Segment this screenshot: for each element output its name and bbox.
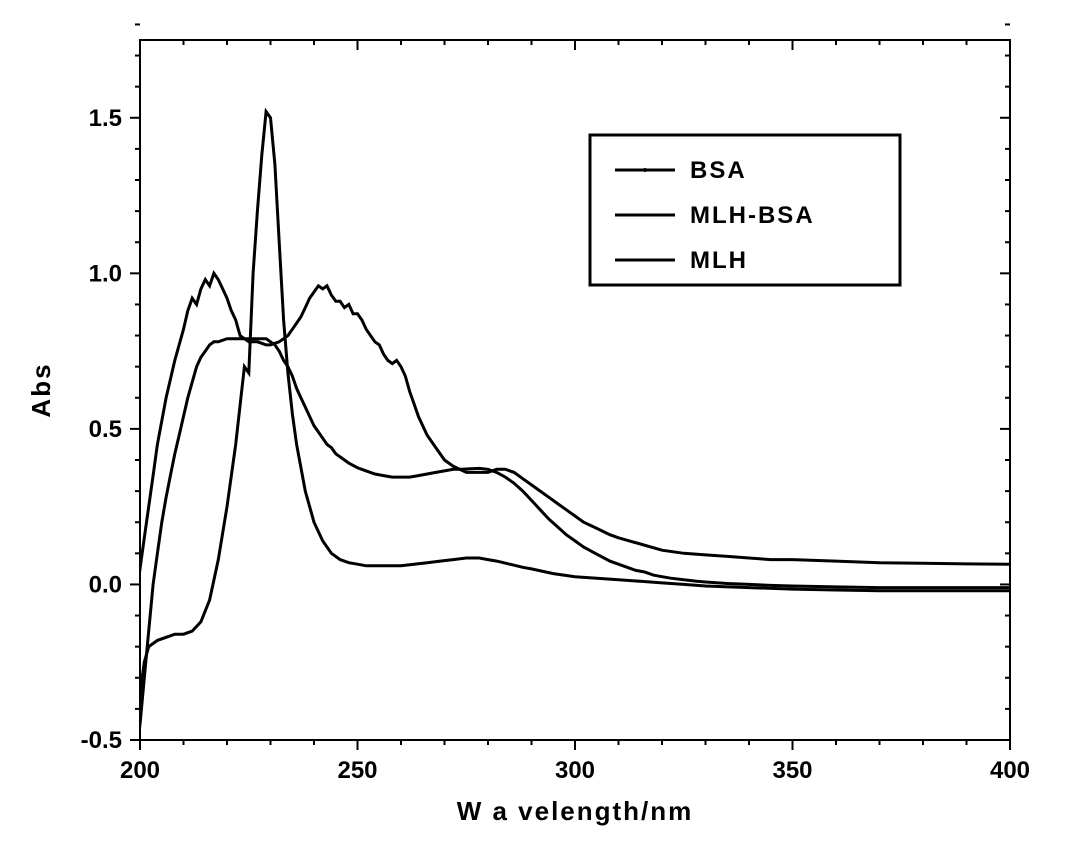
x-tick-label: 350 bbox=[772, 757, 812, 784]
legend-label: MLH-BSA bbox=[690, 202, 815, 229]
y-tick-label: 0.5 bbox=[89, 416, 122, 443]
legend-label: MLH bbox=[690, 247, 748, 274]
curve-mlh-bsa bbox=[136, 273, 1010, 600]
x-axis-label: W a velength/nm bbox=[457, 796, 694, 826]
x-tick-label: 400 bbox=[990, 757, 1030, 784]
y-axis-label: Abs bbox=[26, 362, 56, 417]
y-tick-label: 1.0 bbox=[89, 260, 122, 287]
curve-bsa bbox=[136, 112, 1010, 756]
y-tick-label: 1.5 bbox=[89, 105, 122, 132]
x-tick-label: 200 bbox=[120, 757, 160, 784]
chart-container: 200 250 300 350 400 -0.5 0.0 0.5 1.0 1.5 W a velen… bbox=[0, 0, 1071, 867]
curves-group bbox=[136, 112, 1010, 756]
legend-label: BSA bbox=[690, 157, 747, 184]
legend-marker bbox=[643, 168, 647, 172]
spectrum-chart: 200 250 300 350 400 -0.5 0.0 0.5 1.0 1.5 W a velen… bbox=[0, 0, 1071, 867]
x-tick-label: 250 bbox=[337, 757, 377, 784]
plot-frame bbox=[140, 40, 1010, 740]
curve-mlh bbox=[136, 339, 1010, 756]
x-tick-label: 300 bbox=[555, 757, 595, 784]
y-tick-label: -0.5 bbox=[81, 727, 122, 754]
y-tick-label: 0.0 bbox=[89, 571, 122, 598]
